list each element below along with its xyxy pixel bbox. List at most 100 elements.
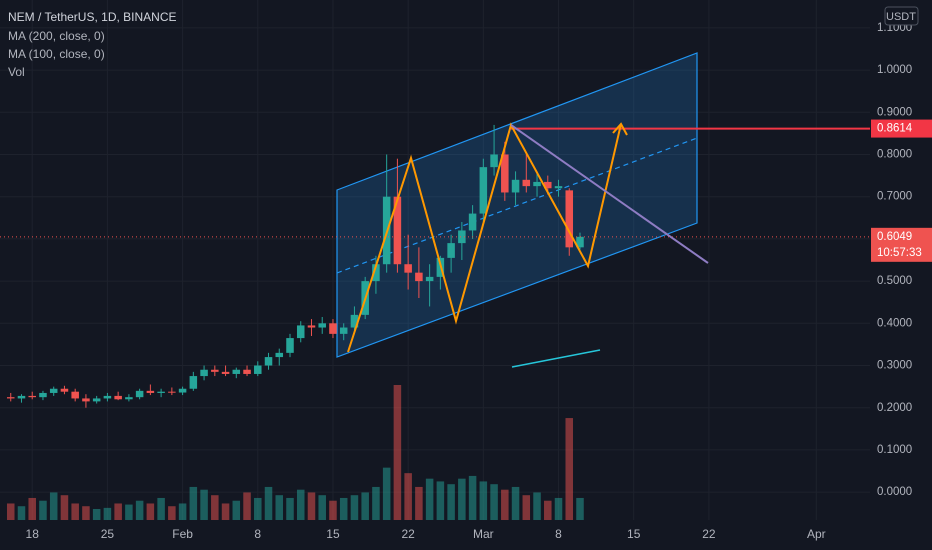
candle-body [82, 398, 90, 402]
candle-body [565, 190, 574, 248]
x-tick-label: 25 [101, 527, 115, 541]
candle-body [404, 264, 412, 273]
volume-bar [479, 481, 488, 520]
volume-bar [468, 475, 477, 520]
candle-body [28, 395, 36, 398]
volume-bar [92, 508, 101, 520]
y-tick-label: 0.5000 [877, 275, 912, 287]
volume-bar [576, 497, 584, 520]
currency: USDT [886, 11, 916, 23]
candle-body [200, 369, 208, 377]
candle-body [103, 395, 112, 399]
volume-bar [511, 486, 520, 520]
candle-body [468, 213, 477, 231]
candle-body [544, 181, 552, 189]
volume-bar [200, 489, 208, 520]
x-tick-label: 8 [555, 527, 562, 541]
volume-bar [296, 489, 305, 520]
axes: 0.0000 0.1000 0.2000 0.3000 0.4000 0.5000 0.60… [26, 22, 932, 541]
volume-bar [404, 473, 412, 520]
volume-bar [329, 500, 337, 520]
target-label: 0.8614 [877, 123, 913, 135]
candle-body [296, 325, 305, 339]
overlay [0, 127, 870, 238]
candle-body [318, 323, 326, 328]
candle-body [60, 388, 69, 392]
target-tag [871, 119, 932, 138]
volume-bar [415, 486, 423, 520]
volume-bar [565, 418, 574, 520]
candle-body [576, 236, 584, 248]
candle-body [479, 167, 488, 214]
candle-body [393, 196, 402, 265]
countdown: 10:57:33 [877, 247, 922, 259]
y-tick-label: 1.0000 [877, 64, 912, 76]
grid [0, 0, 870, 520]
candle-body [157, 391, 165, 393]
candle-body [178, 388, 187, 393]
volume-bar [6, 503, 15, 520]
candle-body [17, 395, 26, 399]
volume-bar [103, 507, 112, 520]
x-tick-label: 22 [401, 527, 415, 541]
volume-bar [211, 495, 219, 520]
volume-bar [232, 500, 241, 520]
x-tick-label: 15 [326, 527, 340, 541]
candle-body [447, 243, 455, 258]
volume-bar [554, 497, 563, 520]
x-tick-label: 18 [26, 527, 40, 541]
volume-bar [135, 500, 144, 520]
x-tick-label: Mar [473, 527, 494, 541]
indicator: Vol [8, 65, 25, 79]
volume-bar [490, 484, 498, 520]
candle-body [329, 323, 337, 334]
candle-body [6, 397, 15, 399]
candle-body [135, 390, 144, 398]
volume-bar [522, 495, 531, 520]
chart-title: NEM / TetherUS, 1D, BINANCE [8, 10, 177, 24]
candle-body [211, 369, 219, 372]
candle-body [125, 397, 133, 400]
candle-body [221, 371, 230, 374]
volume-bar [544, 500, 552, 520]
currency-badge[interactable] [884, 6, 919, 26]
candle-body [533, 181, 541, 187]
volume-bar [533, 492, 541, 520]
volume-bar [168, 506, 176, 520]
candle-body [286, 338, 294, 353]
volume-bar [82, 506, 90, 520]
volume-bar [28, 497, 36, 520]
volume-bar [39, 500, 47, 520]
candle-body [307, 325, 316, 328]
x-tick-label: Apr [807, 527, 826, 541]
last-price-label: 0.6049 [877, 231, 912, 243]
volume-bar [178, 503, 187, 520]
volume-bar [425, 478, 434, 520]
x-tick-label: 8 [254, 527, 261, 541]
candle-body [39, 392, 47, 398]
zigzag-pattern [347, 122, 622, 353]
candle-body [350, 314, 359, 328]
volume-bar [501, 489, 509, 520]
volume-bar [254, 497, 262, 520]
volume-bar [71, 503, 79, 520]
volume-bar [372, 486, 380, 520]
candle-body [415, 272, 423, 282]
candle-body [264, 357, 273, 366]
volume-bar [60, 495, 69, 520]
y-tick-label: 0.0000 [877, 486, 912, 498]
y-tick-label: 0.7000 [877, 191, 912, 203]
x-tick-label: 22 [702, 527, 716, 541]
candle-body [254, 365, 262, 374]
candle-body [275, 352, 284, 358]
candle-body [372, 264, 380, 282]
candle-body [425, 276, 434, 282]
trend-line [510, 124, 709, 264]
candle-body [92, 398, 101, 402]
volume-bar [243, 492, 251, 520]
y-tick-label: 0.1000 [877, 444, 912, 456]
candle-body [243, 369, 251, 374]
candle-body [554, 186, 563, 189]
